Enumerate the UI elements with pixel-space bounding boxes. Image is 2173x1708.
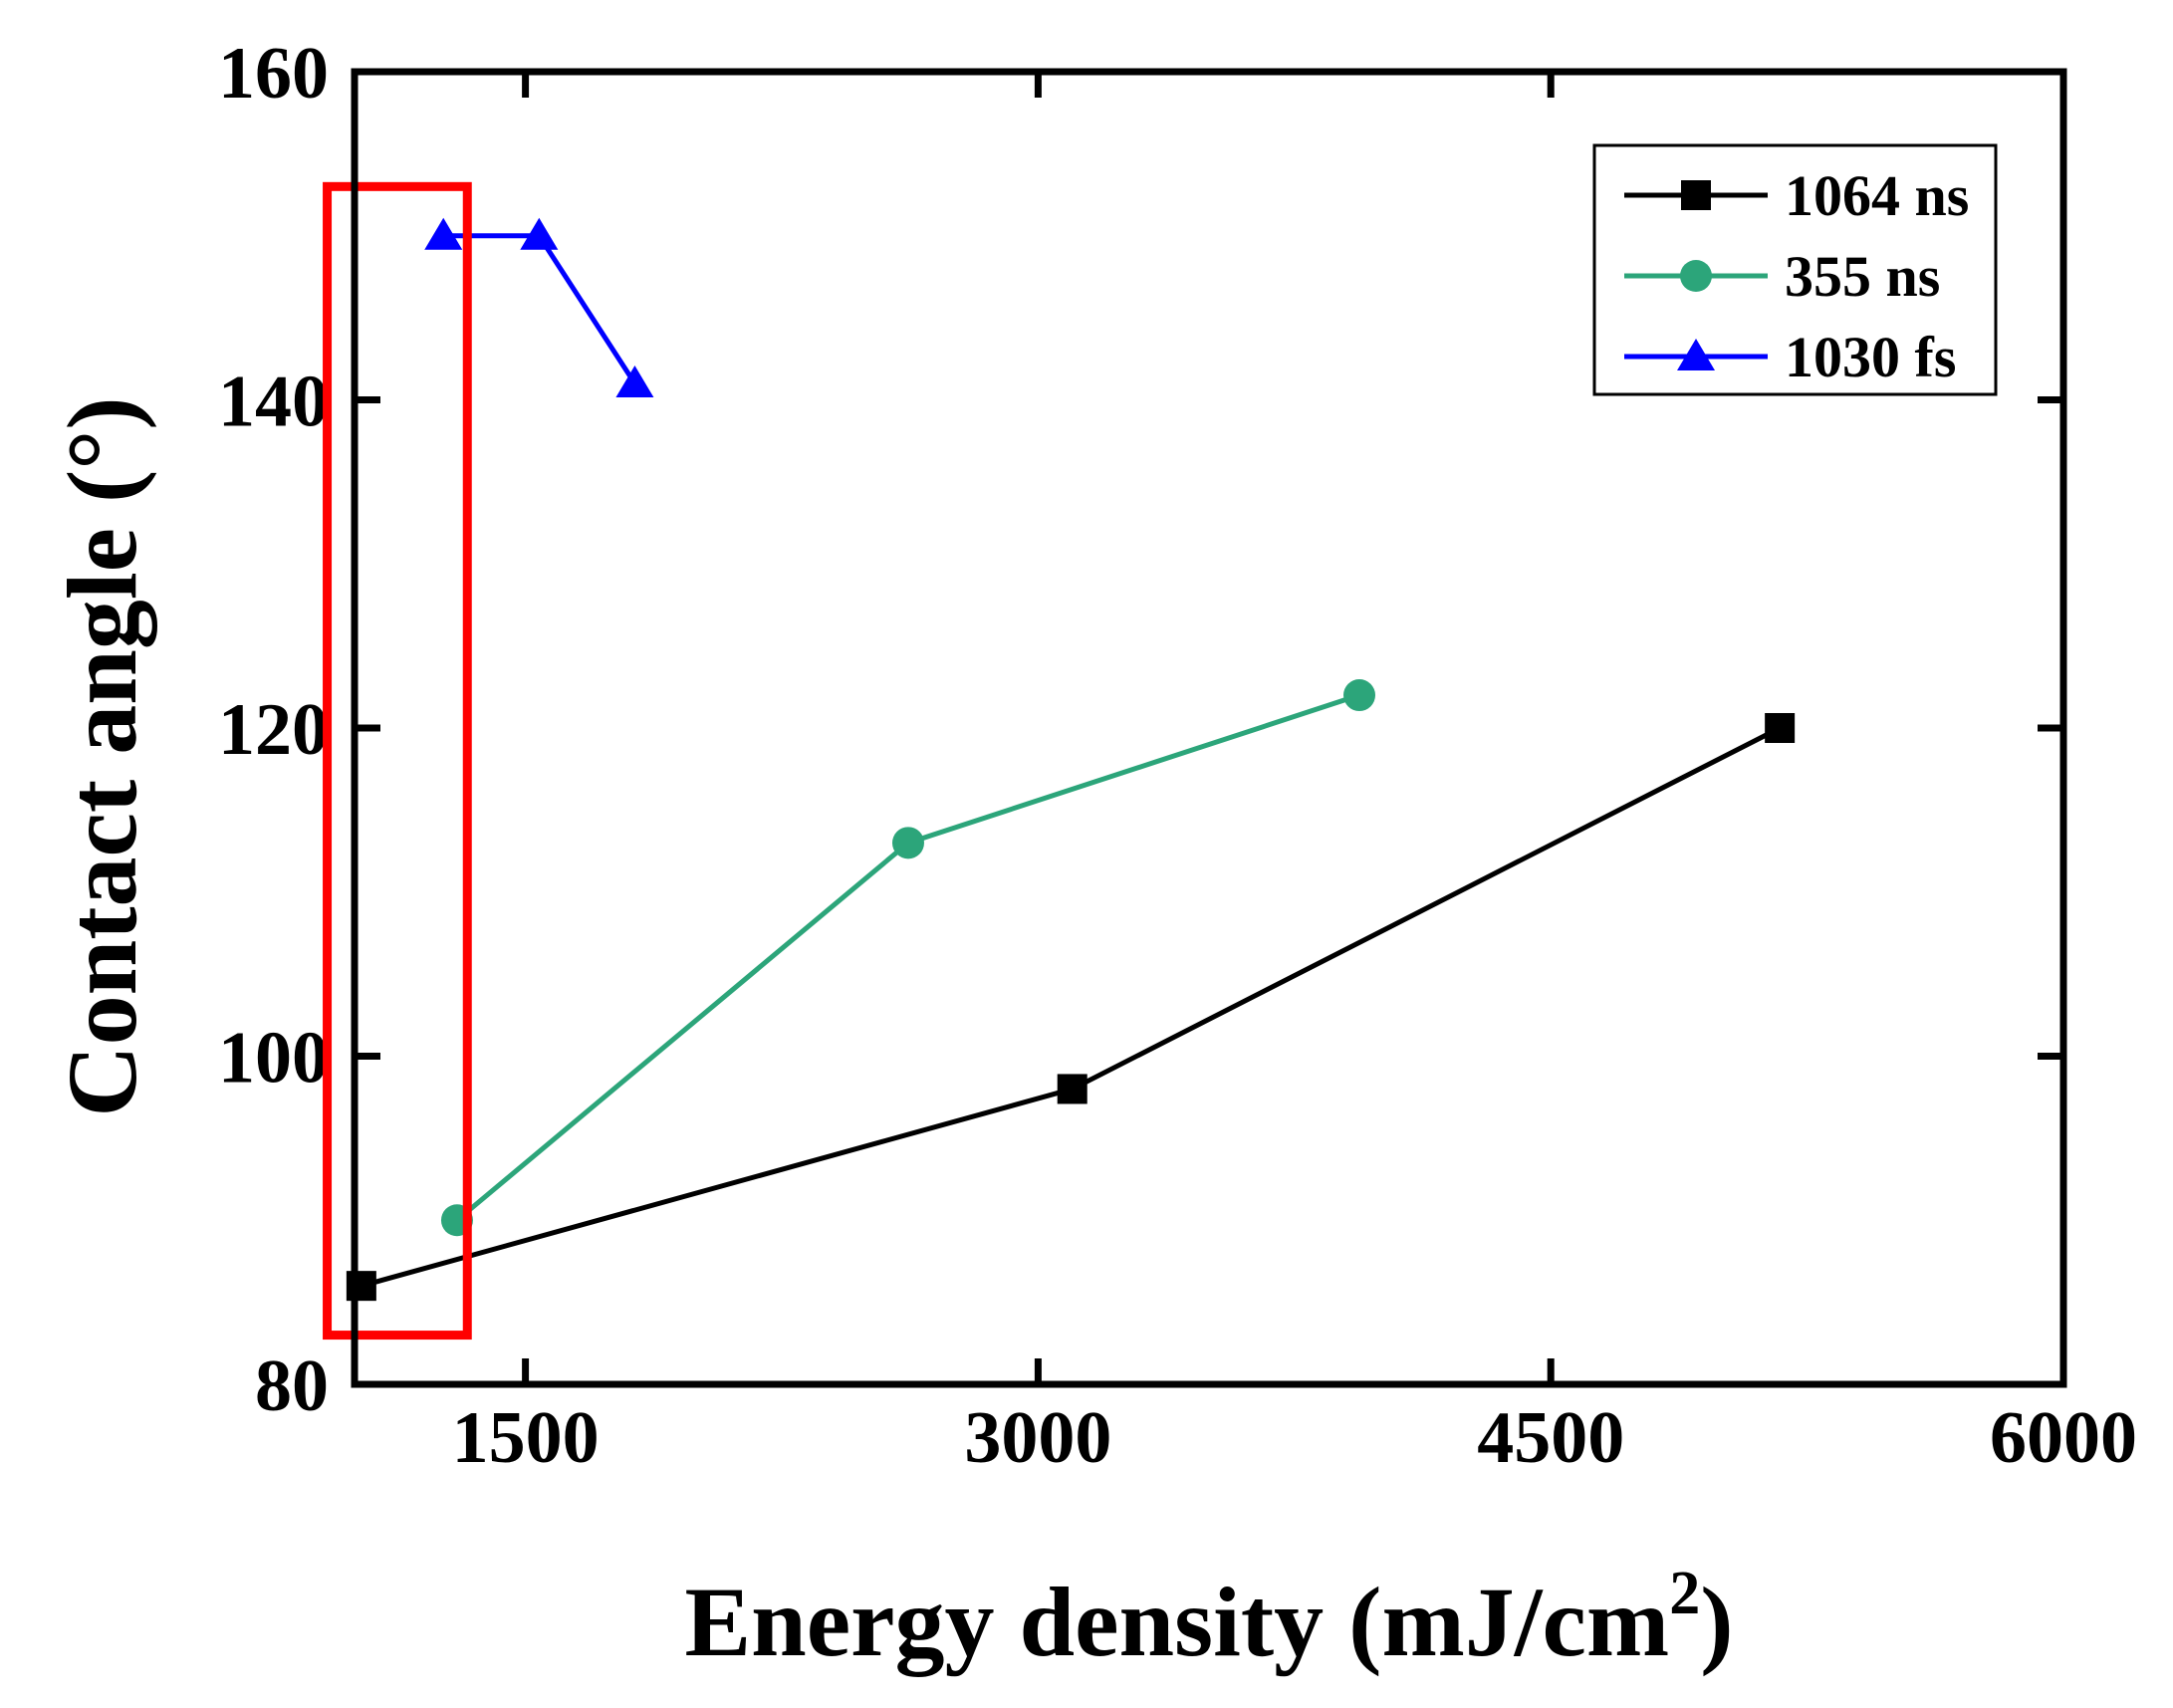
plot-frame <box>351 68 2067 1388</box>
x-tick-label: 3000 <box>964 1397 1111 1479</box>
legend-label: 355 ns <box>1785 244 1940 309</box>
x-axis-title-superscript: 2 <box>1669 1560 1700 1627</box>
legend-entry: 355 ns <box>1624 244 1940 309</box>
series-line <box>443 233 637 385</box>
legend-marker-square <box>1681 180 1711 210</box>
data-point-triangle <box>424 217 463 250</box>
data-point-triangle <box>615 366 654 398</box>
y-tick-label: 100 <box>218 1018 329 1099</box>
data-point-square <box>1057 1074 1087 1104</box>
y-axis-title: Contact angle (°) <box>47 396 157 1116</box>
x-tick-label: 6000 <box>1990 1397 2137 1479</box>
y-tick-label: 120 <box>218 689 329 771</box>
x-tick-label: 1500 <box>452 1397 600 1479</box>
labels-layer: Energy density (mJ/cm2) Contact angle (°… <box>47 396 1734 1677</box>
series-line <box>361 725 1782 1289</box>
ticks-layer: 1500 3000 4500 6000 80 100 120 140 160 <box>218 33 2137 1479</box>
legend-label: 1064 ns <box>1785 163 1969 228</box>
legend-entry: 1064 ns <box>1624 163 1969 228</box>
highlight-layer <box>323 181 472 1341</box>
y-tick-label: 80 <box>255 1345 329 1427</box>
legend-marker-circle <box>1680 260 1712 292</box>
data-point-triangle <box>520 217 559 250</box>
data-point-circle <box>1343 679 1376 712</box>
series-1064-ns <box>346 713 1796 1302</box>
series-1030-fs <box>424 217 654 398</box>
x-axis-title: Energy density (mJ/cm2) <box>684 1560 1733 1677</box>
legend-label: 1030 fs <box>1785 325 1956 389</box>
legend-box <box>1592 143 1998 396</box>
legend: 1064 ns 355 ns 1030 fs <box>1592 143 1998 396</box>
highlight-box <box>323 181 472 1341</box>
y-tick-label: 140 <box>218 362 329 443</box>
legend-entry: 1030 fs <box>1624 325 1956 389</box>
data-point-square <box>346 1271 376 1302</box>
series-layer <box>346 217 1796 1302</box>
y-tick-label: 160 <box>218 33 329 115</box>
series-355-ns <box>440 679 1376 1237</box>
series-line <box>455 692 1360 1223</box>
x-tick-label: 4500 <box>1477 1397 1624 1479</box>
data-point-circle <box>891 827 924 859</box>
legend-marker-triangle <box>1677 339 1715 370</box>
data-point-square <box>1765 713 1796 743</box>
